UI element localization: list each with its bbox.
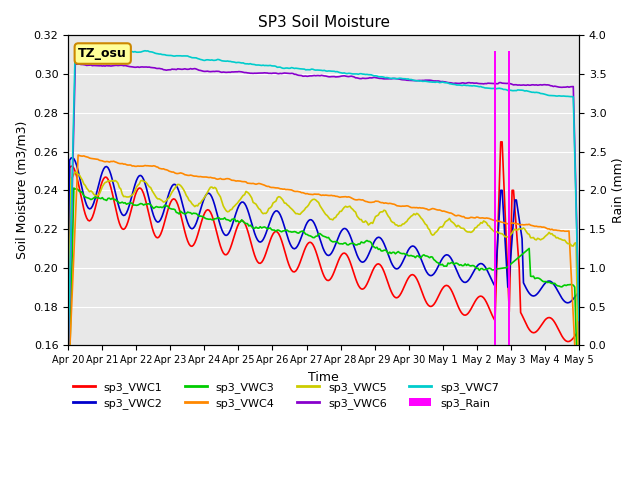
Y-axis label: Soil Moisture (m3/m3): Soil Moisture (m3/m3) xyxy=(15,121,28,260)
Y-axis label: Rain (mm): Rain (mm) xyxy=(612,157,625,223)
Bar xyxy=(508,51,510,345)
X-axis label: Time: Time xyxy=(308,371,339,384)
Legend: sp3_VWC1, sp3_VWC2, sp3_VWC3, sp3_VWC4, sp3_VWC5, sp3_VWC6, sp3_VWC7, sp3_Rain: sp3_VWC1, sp3_VWC2, sp3_VWC3, sp3_VWC4, … xyxy=(68,377,504,413)
Title: SP3 Soil Moisture: SP3 Soil Moisture xyxy=(257,15,390,30)
Text: TZ_osu: TZ_osu xyxy=(78,47,127,60)
Bar xyxy=(494,51,496,345)
